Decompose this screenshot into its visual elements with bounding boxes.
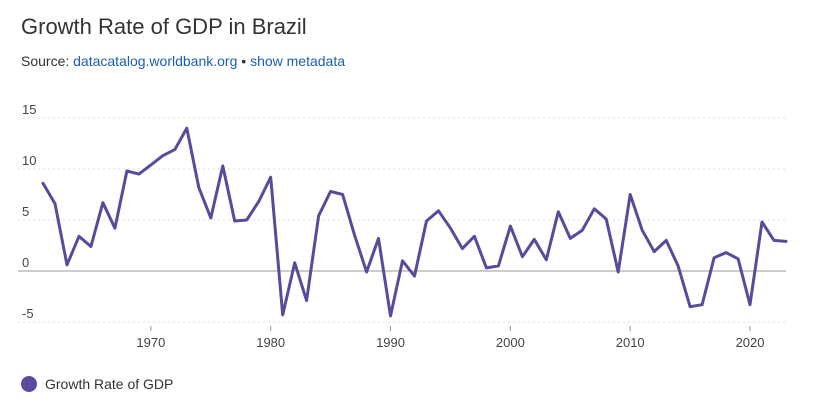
y-tick-label-10: 10 <box>22 153 36 168</box>
show-metadata-link[interactable]: show metadata <box>250 53 346 69</box>
y-tick-label--5: -5 <box>22 306 34 321</box>
y-tick-label-15: 15 <box>22 102 36 117</box>
source-separator: • <box>241 53 247 69</box>
legend-swatch <box>21 376 37 392</box>
x-tick-label-1990: 1990 <box>376 335 405 350</box>
source-link[interactable]: datacatalog.worldbank.org <box>73 53 238 69</box>
legend[interactable]: Growth Rate of GDP <box>21 376 173 392</box>
series-line-0 <box>41 126 788 318</box>
legend-label: Growth Rate of GDP <box>45 376 174 392</box>
x-tick-label-1970: 1970 <box>136 335 165 350</box>
x-tick-label-2000: 2000 <box>496 335 525 350</box>
chart-title: Growth Rate of GDP in Brazil <box>21 14 307 39</box>
x-tick-label-2020: 2020 <box>736 335 765 350</box>
y-tick-label-0: 0 <box>22 255 29 270</box>
source-line: Source: datacatalog.worldbank.org • show… <box>21 53 345 69</box>
source-prefix: Source: <box>21 53 70 69</box>
x-tick-label-2010: 2010 <box>616 335 645 350</box>
x-tick-label-1980: 1980 <box>256 335 285 350</box>
y-tick-label-5: 5 <box>22 204 29 219</box>
